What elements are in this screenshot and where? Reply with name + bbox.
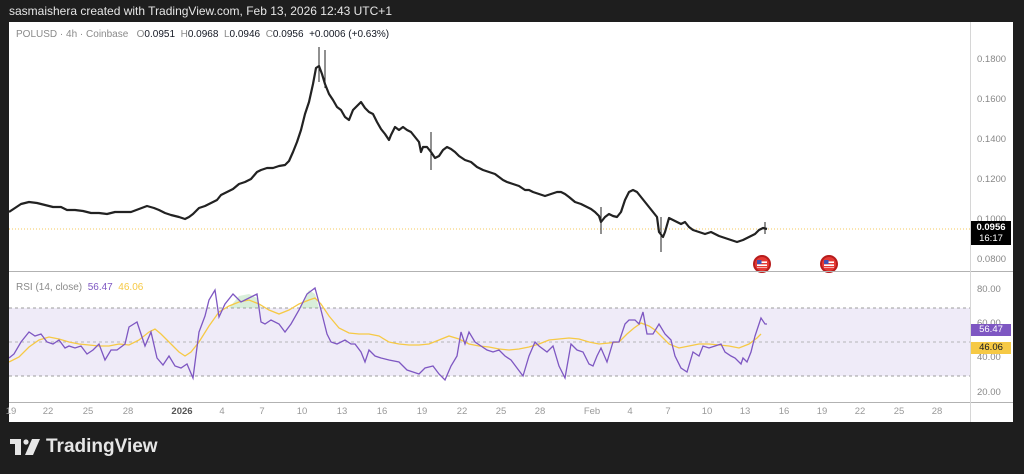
- chart-frame: POLUSD · 4h · Coinbase O0.0951 H0.0968 L…: [5, 22, 1013, 422]
- open-value: 0.0951: [144, 29, 176, 40]
- time-tick: 16: [376, 406, 388, 417]
- open-label: O: [136, 29, 145, 40]
- rsi-ma-value-label: 46.06: [971, 342, 1011, 354]
- tradingview-brand: TradingView: [46, 436, 158, 457]
- exchange-label: Coinbase: [86, 29, 129, 40]
- rsi-tick: 60.00: [977, 318, 1001, 329]
- rsi-title[interactable]: RSI (14, close): [16, 282, 83, 293]
- last-price-label: 0.0956 16:17: [971, 221, 1011, 245]
- time-tick: 10: [296, 406, 308, 417]
- price-tick: 0.1200: [977, 174, 1007, 185]
- last-price-value: 0.0956: [976, 222, 1006, 233]
- time-tick: 4: [627, 406, 633, 417]
- change-value: +0.0006 (+0.63%): [309, 29, 390, 40]
- attribution-bar: sasmaishera created with TradingView.com…: [0, 0, 1024, 22]
- time-tick: 22: [854, 406, 866, 417]
- time-tick: 28: [931, 406, 943, 417]
- price-tick: 0.0800: [977, 254, 1007, 265]
- time-tick: 19: [5, 406, 17, 417]
- price-tick: 0.1000: [977, 214, 1007, 225]
- rsi-value: 56.47: [87, 282, 113, 293]
- close-value: 0.0956: [272, 29, 304, 40]
- time-tick: 25: [893, 406, 905, 417]
- time-tick-year: 2026: [171, 406, 193, 417]
- time-tick: 25: [495, 406, 507, 417]
- time-tick: 4: [219, 406, 225, 417]
- time-tick: 19: [816, 406, 828, 417]
- time-tick: 16: [778, 406, 790, 417]
- legend-separator: ·: [57, 29, 67, 40]
- price-tick: 0.1600: [977, 94, 1007, 105]
- price-chart[interactable]: [9, 22, 970, 271]
- price-axis-divider: [970, 22, 971, 422]
- time-tick: 10: [701, 406, 713, 417]
- time-tick: 25: [82, 406, 94, 417]
- rsi-chart[interactable]: [9, 272, 970, 402]
- price-tick: 0.1400: [977, 134, 1007, 145]
- rsi-tick: 40.00: [977, 352, 1001, 363]
- time-tick: 22: [42, 406, 54, 417]
- time-tick: 19: [416, 406, 428, 417]
- time-tick: 13: [739, 406, 751, 417]
- tradingview-logo-icon: [10, 439, 40, 455]
- pane-divider[interactable]: [9, 271, 1013, 272]
- time-tick: 28: [122, 406, 134, 417]
- interval-label[interactable]: 4h: [66, 29, 78, 40]
- rsi-line: [9, 286, 767, 382]
- rsi-tick: 80.00: [977, 284, 1001, 295]
- rsi-ma-value: 46.06: [118, 282, 144, 293]
- ohlc-legend: POLUSD · 4h · Coinbase O0.0951 H0.0968 L…: [16, 29, 389, 40]
- time-axis-divider: [9, 402, 1013, 403]
- low-value: 0.0946: [229, 29, 261, 40]
- time-tick: 13: [336, 406, 348, 417]
- rsi-tick: 20.00: [977, 387, 1001, 398]
- low-label: L: [223, 29, 230, 40]
- time-tick-month: Feb: [583, 406, 601, 417]
- legend-separator: ·: [77, 29, 87, 40]
- time-tick: 7: [259, 406, 265, 417]
- time-tick: 22: [456, 406, 468, 417]
- time-tick: 28: [534, 406, 546, 417]
- rsi-legend: RSI (14, close) 56.47 46.06: [16, 282, 143, 293]
- tradingview-logo: TradingView: [10, 436, 158, 458]
- time-tick: 7: [665, 406, 671, 417]
- close-label: C: [265, 29, 273, 40]
- price-candles: [9, 64, 768, 244]
- us-flag-icon[interactable]: [820, 255, 838, 273]
- us-flag-icon[interactable]: [753, 255, 771, 273]
- rsi-value-label: 56.47: [971, 324, 1011, 336]
- high-value: 0.0968: [187, 29, 219, 40]
- price-tick: 0.1800: [977, 54, 1007, 65]
- bar-countdown: 16:17: [979, 233, 1003, 244]
- high-label: H: [180, 29, 188, 40]
- rsi-overbought-fill: [229, 290, 319, 308]
- attribution-text: sasmaishera created with TradingView.com…: [9, 4, 392, 18]
- symbol-name[interactable]: POLUSD: [16, 29, 58, 40]
